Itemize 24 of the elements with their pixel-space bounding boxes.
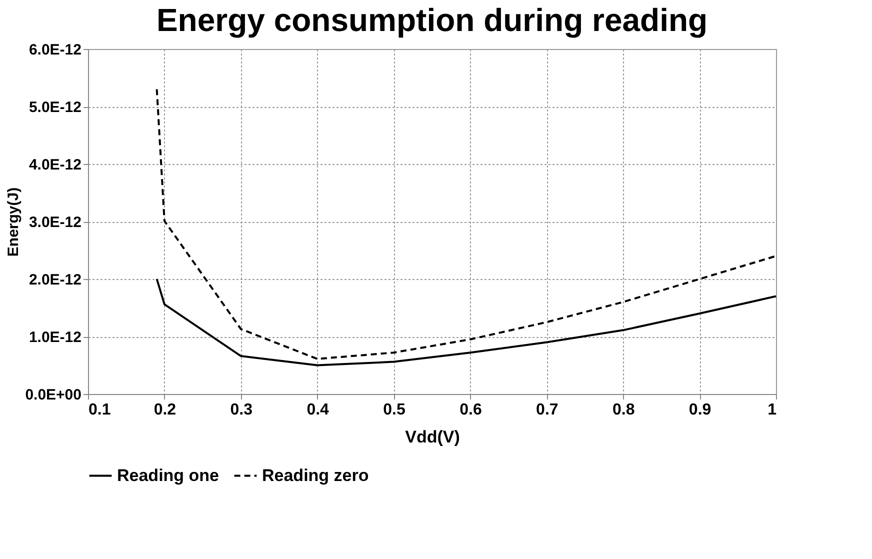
legend-label: Reading one [117,466,220,485]
x-tick-label: 0.8 [612,402,635,418]
x-tick-label: 0.2 [154,402,176,418]
x-tick-label: 0.5 [383,402,406,418]
line-series [156,88,777,360]
y-tick-label: 5.0E-12 [28,99,82,116]
y-tick-label: 4.0E-12 [28,156,82,174]
y-tick-label: 2.0E-12 [28,272,82,288]
x-tick-label: 0.6 [460,402,482,418]
y-axis-title: Energy(J) [5,187,22,257]
x-tick-label: 0.7 [536,402,558,418]
x-tick-label: 0.4 [306,402,330,418]
y-tick-label: 6.0E-12 [28,42,82,58]
x-tick-label: 0.3 [230,402,253,418]
line-series [156,278,777,366]
x-tick-label: 1 [768,402,777,418]
x-axis-title: Vdd(V) [405,428,460,446]
y-tick-label: 0.0E+00 [25,386,82,404]
legend-label: Reading zero [262,466,369,485]
chart-title: Energy consumption during reading [156,2,708,38]
y-tick-label: 3.0E-12 [28,214,82,231]
y-tick-label: 1.0E-12 [28,329,82,346]
x-tick-label: 0.9 [688,402,712,418]
x-tick-label: 0.1 [88,402,111,418]
